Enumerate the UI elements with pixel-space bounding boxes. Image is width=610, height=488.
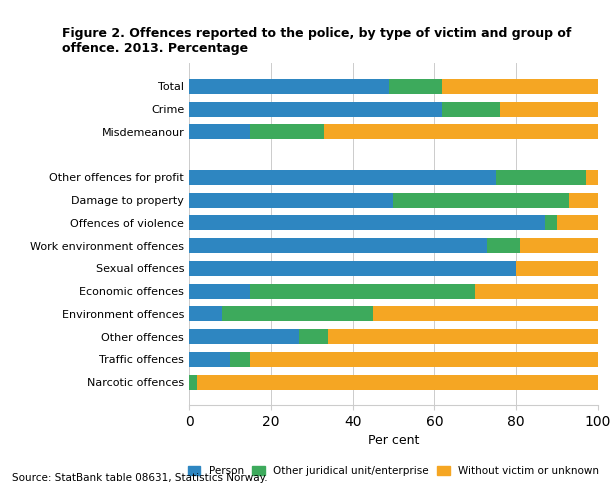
Bar bbox=[189, 102, 442, 117]
Text: Figure 2. Offences reported to the police, by type of victim and group of
offenc: Figure 2. Offences reported to the polic… bbox=[62, 27, 572, 55]
Bar bbox=[487, 238, 520, 253]
Bar bbox=[189, 284, 250, 299]
Bar bbox=[389, 79, 442, 94]
Bar bbox=[475, 284, 598, 299]
Bar bbox=[250, 284, 475, 299]
Bar bbox=[189, 79, 389, 94]
Bar bbox=[516, 261, 598, 276]
Bar bbox=[250, 352, 598, 367]
Bar bbox=[393, 193, 569, 207]
Text: Source: StatBank table 08631, Statistics Norway.: Source: StatBank table 08631, Statistics… bbox=[12, 473, 268, 483]
Bar bbox=[222, 306, 373, 321]
Bar bbox=[324, 124, 598, 139]
Bar bbox=[189, 170, 495, 185]
Bar bbox=[189, 124, 250, 139]
Bar bbox=[373, 306, 598, 321]
Bar bbox=[230, 352, 250, 367]
Bar bbox=[520, 238, 598, 253]
Bar bbox=[586, 170, 598, 185]
Bar bbox=[189, 329, 300, 344]
Bar bbox=[328, 329, 598, 344]
Bar bbox=[557, 216, 598, 230]
Bar bbox=[189, 306, 222, 321]
Legend: Person, Other juridical unit/enterprise, Without victim or unknown: Person, Other juridical unit/enterprise,… bbox=[184, 462, 603, 480]
Bar bbox=[300, 329, 328, 344]
Bar bbox=[442, 102, 500, 117]
Bar bbox=[189, 261, 516, 276]
Bar bbox=[189, 238, 487, 253]
Bar bbox=[569, 193, 598, 207]
Bar bbox=[495, 170, 586, 185]
Bar bbox=[189, 352, 230, 367]
Bar bbox=[545, 216, 557, 230]
Bar bbox=[250, 124, 324, 139]
X-axis label: Per cent: Per cent bbox=[368, 434, 419, 447]
Bar bbox=[197, 375, 598, 389]
Bar bbox=[500, 102, 598, 117]
Bar bbox=[442, 79, 598, 94]
Bar bbox=[189, 216, 545, 230]
Bar bbox=[189, 193, 393, 207]
Bar bbox=[189, 375, 197, 389]
